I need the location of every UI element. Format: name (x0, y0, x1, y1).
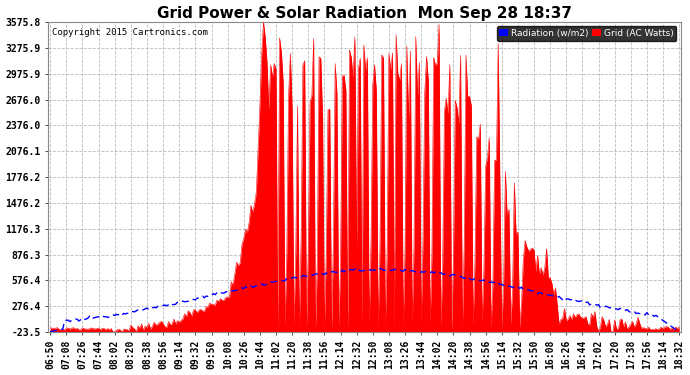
Text: Copyright 2015 Cartronics.com: Copyright 2015 Cartronics.com (52, 28, 208, 37)
Legend: Radiation (w/m2), Grid (AC Watts): Radiation (w/m2), Grid (AC Watts) (497, 26, 676, 40)
Title: Grid Power & Solar Radiation  Mon Sep 28 18:37: Grid Power & Solar Radiation Mon Sep 28 … (157, 6, 572, 21)
